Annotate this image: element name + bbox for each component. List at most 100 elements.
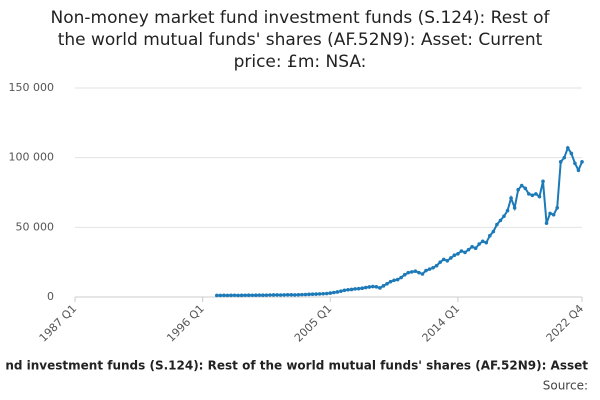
x-tick-label: 2022 Q4: [544, 302, 587, 345]
data-point: [459, 249, 464, 253]
data-point: [215, 293, 219, 298]
data-point: [346, 287, 350, 292]
data-point: [271, 293, 276, 297]
data-line: [216, 145, 583, 297]
data-point: [449, 256, 453, 260]
data-point: [456, 252, 460, 256]
data-point: [527, 192, 531, 196]
data-point: [300, 292, 304, 297]
data-point: [239, 293, 244, 298]
data-point: [544, 221, 549, 225]
data-point: [246, 293, 251, 297]
data-point: [378, 286, 382, 290]
data-point: [441, 257, 446, 262]
data-point: [424, 268, 428, 273]
source: Source:: [543, 379, 588, 393]
data-point: [541, 179, 545, 184]
data-point: [558, 160, 563, 164]
data-point: [257, 293, 262, 297]
data-point: [296, 292, 301, 297]
data-point: [339, 289, 343, 293]
data-point: [349, 287, 354, 292]
data-point: [392, 278, 396, 283]
data-point: [452, 253, 457, 257]
data-point: [353, 287, 357, 291]
data-point: [243, 293, 247, 298]
data-point: [399, 275, 403, 280]
data-point: [282, 293, 286, 297]
data-point: [473, 246, 478, 251]
data-point: [420, 272, 425, 276]
data-point: [289, 293, 294, 297]
data-point: [509, 196, 513, 200]
data-point: [285, 292, 290, 297]
x-tick-label: 1996 Q1: [164, 302, 207, 345]
data-point: [548, 211, 552, 216]
data-point: [523, 186, 528, 191]
data-point: [268, 293, 272, 297]
data-point: [264, 293, 269, 297]
data-point: [324, 291, 329, 296]
data-point: [367, 285, 372, 289]
data-point: [537, 194, 542, 199]
data-point: [275, 293, 279, 297]
data-point: [222, 293, 226, 298]
data-point: [363, 285, 368, 290]
data-point: [371, 284, 375, 289]
data-point: [505, 208, 510, 213]
y-tick-label: 0: [47, 290, 54, 303]
data-point: [332, 290, 336, 295]
data-point: [562, 155, 567, 160]
caption: nd investment funds (S.124): Rest of the…: [5, 359, 588, 373]
data-point: [463, 250, 467, 255]
data-point: [381, 284, 386, 288]
chart-title: price: £m: NSA:: [234, 52, 367, 72]
data-point: [491, 229, 496, 234]
data-point: [413, 269, 418, 274]
data-point: [395, 277, 400, 282]
data-point: [516, 187, 520, 192]
data-point: [374, 285, 379, 289]
data-point: [406, 270, 411, 275]
data-point: [303, 292, 308, 297]
data-point: [498, 218, 503, 223]
data-point: [530, 193, 535, 198]
data-point: [225, 293, 230, 298]
data-point: [254, 293, 258, 297]
data-point: [402, 272, 407, 277]
data-point: [484, 240, 489, 245]
data-point: [218, 293, 223, 298]
data-point: [502, 214, 506, 218]
data-point: [229, 293, 233, 298]
data-point: [576, 168, 581, 173]
data-point: [512, 206, 517, 210]
data-point: [335, 290, 340, 294]
data-point: [480, 239, 485, 244]
y-tick-label: 100 000: [9, 151, 55, 164]
y-tick-label: 150 000: [9, 81, 55, 94]
data-point: [317, 292, 322, 296]
data-point: [495, 222, 499, 227]
data-point: [328, 291, 333, 295]
data-point: [573, 161, 577, 166]
data-point: [236, 293, 240, 298]
data-point: [488, 233, 492, 238]
data-point: [477, 242, 481, 246]
x-tick-label: 2014 Q1: [420, 302, 463, 345]
data-point: [261, 293, 265, 297]
chart-title: the world mutual funds' shares (AF.52N9)…: [58, 30, 543, 50]
data-point: [385, 281, 389, 286]
data-point: [438, 260, 442, 264]
data-point: [356, 286, 361, 291]
data-point: [555, 206, 559, 210]
data-point: [293, 293, 297, 297]
data-point: [519, 183, 524, 188]
data-point: [466, 247, 471, 252]
x-tick-label: 2005 Q1: [292, 302, 335, 345]
chart-title: Non-money market fund investment funds (…: [51, 8, 551, 28]
data-point: [388, 279, 393, 284]
data-point: [342, 288, 347, 293]
data-point: [427, 267, 432, 271]
data-point: [310, 292, 315, 297]
